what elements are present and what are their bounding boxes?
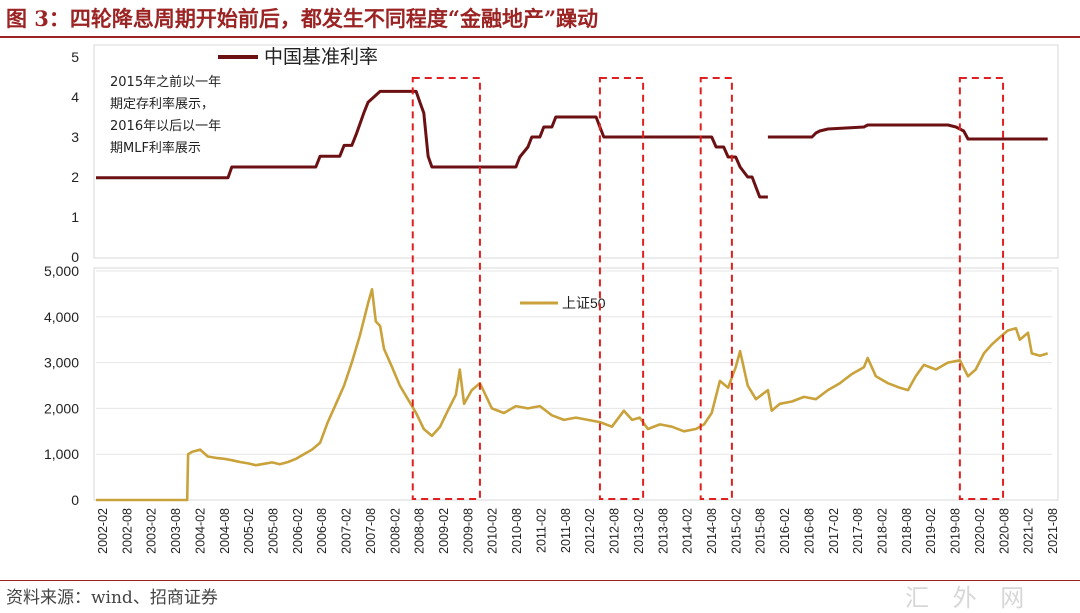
x-tick-label: 2008-08	[413, 508, 427, 554]
index-panel: 0 1,000 2,000 3,000 4,000 5,000 上证50	[44, 263, 1059, 508]
index-legend-label: 上证50	[562, 295, 606, 311]
watermark: 汇 外 网	[905, 584, 1033, 612]
rate-y-tick-label: 5	[71, 49, 79, 65]
x-tick-label: 2007-02	[340, 508, 354, 554]
figure-title: 图 3：四轮降息周期开始前后，都发生不同程度“金融地产”躁动	[6, 6, 599, 31]
rate-y-tick-label: 1	[71, 209, 79, 225]
x-tick-label: 2017-08	[851, 508, 865, 554]
rate-annotation-line: 期MLF利率展示	[110, 140, 201, 156]
rate-y-axis: 0 1 2 3 4 5	[71, 49, 79, 265]
x-tick-label: 2019-02	[924, 508, 938, 554]
rate-y-tick-label: 3	[71, 129, 79, 145]
x-tick-label: 2010-08	[510, 508, 524, 554]
index-series-line	[96, 287, 1049, 502]
rate-annotation-line: 2015年之前以一年	[110, 74, 221, 90]
x-tick-label: 2010-02	[486, 508, 500, 554]
source-note: 资料来源：wind、招商证券	[6, 588, 218, 608]
x-tick-label: 2013-02	[632, 508, 646, 554]
x-tick-label: 2016-08	[802, 508, 816, 554]
index-y-tick-label: 0	[71, 492, 79, 508]
x-tick-label: 2008-02	[388, 508, 402, 554]
rate-annotation-line: 2016年以后以一年	[110, 119, 221, 134]
highlight-boxes	[411, 77, 1005, 500]
x-tick-label: 2004-08	[218, 508, 232, 554]
rate-annotation-line: 期定存利率展示，	[110, 96, 214, 112]
x-tick-label: 2016-02	[778, 508, 792, 554]
x-tick-label: 2005-08	[267, 508, 281, 554]
x-tick-label: 2009-08	[461, 508, 475, 554]
index-series-lines	[96, 287, 1049, 502]
x-tick-label: 2012-08	[608, 508, 622, 554]
x-tick-label: 2013-08	[656, 508, 670, 554]
x-tick-label: 2009-02	[437, 508, 451, 554]
title-rule	[0, 36, 1080, 38]
x-tick-label: 2012-02	[583, 508, 597, 554]
x-tick-label: 2006-08	[315, 508, 329, 554]
x-tick-label: 2021-02	[1022, 508, 1036, 554]
index-gridlines	[96, 270, 1052, 455]
x-tick-label: 2006-02	[291, 508, 305, 554]
x-axis: 2002-02 2002-08 2003-02 2003-08 2004-02 2004-…	[96, 508, 1060, 554]
index-y-tick-label: 2,000	[44, 400, 79, 416]
rate-panel-frame	[93, 44, 1059, 259]
index-y-tick-label: 4,000	[44, 309, 79, 325]
x-tick-label: 2018-02	[876, 508, 890, 554]
index-y-axis: 0 1,000 2,000 3,000 4,000 5,000	[44, 263, 79, 508]
x-tick-label: 2014-02	[681, 508, 695, 554]
source-rule	[0, 580, 1080, 581]
x-tick-label: 2003-08	[169, 508, 183, 554]
x-tick-label: 2007-08	[364, 508, 378, 554]
x-tick-label: 2005-02	[242, 508, 256, 554]
rate-y-tick-label: 2	[71, 169, 79, 185]
highlight-box	[699, 77, 733, 500]
index-y-tick-label: 5,000	[44, 263, 79, 279]
index-y-tick-label: 3,000	[44, 355, 79, 371]
x-tick-label: 2018-08	[900, 508, 914, 554]
x-tick-label: 2021-08	[1046, 508, 1060, 554]
rate-y-tick-label: 4	[71, 89, 79, 105]
x-tick-label: 2015-02	[729, 508, 743, 554]
x-tick-label: 2019-08	[949, 508, 963, 554]
rate-y-tick-label: 0	[71, 249, 79, 265]
x-tick-label: 2020-02	[973, 508, 987, 554]
highlight-box	[598, 77, 645, 500]
x-tick-label: 2002-08	[120, 508, 134, 554]
x-tick-label: 2002-02	[96, 508, 110, 554]
index-y-tick-label: 1,000	[44, 446, 79, 462]
x-tick-label: 2003-02	[145, 508, 159, 554]
x-tick-label: 2004-02	[193, 508, 207, 554]
highlight-box	[958, 77, 1005, 500]
x-tick-label: 2017-02	[827, 508, 841, 554]
rate-legend-label: 中国基准利率	[264, 46, 378, 68]
x-tick-label: 2020-08	[997, 508, 1011, 554]
rate-series-lines	[96, 89, 1048, 199]
index-panel-frame	[93, 267, 1059, 501]
x-tick-label: 2014-08	[705, 508, 719, 554]
x-tick-label: 2015-08	[754, 508, 768, 554]
x-tick-label: 2011-08	[559, 508, 573, 553]
x-tick-label: 2011-02	[535, 508, 549, 553]
rate-series-line	[767, 123, 1048, 141]
highlight-box	[411, 77, 481, 500]
